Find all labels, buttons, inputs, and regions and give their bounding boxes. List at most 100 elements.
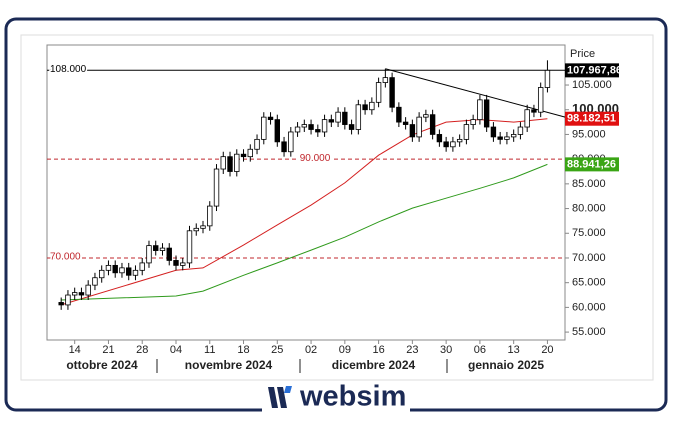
candle-body [146,245,152,264]
candle-body [429,114,436,135]
month-label: ottobre 2024 [66,358,138,372]
candle-body [436,134,443,143]
candle-body [105,264,112,271]
price-tag-label: 107.967,86 [567,64,622,76]
x-tick-label: 28 [136,344,148,356]
price-axis-title: Price [570,48,595,60]
candle-body [483,99,490,128]
candle-body [166,247,172,261]
x-tick-label: 21 [102,344,114,356]
candle-body [348,124,355,130]
candle-body [139,262,145,271]
candle-body [153,245,159,251]
candle-body [537,87,544,113]
candle-body [355,104,362,130]
candle-body [531,109,537,113]
candle-body [186,230,193,264]
candle-body [254,138,260,150]
x-tick-label: 14 [69,344,81,356]
y-tick-label: 75.000 [572,227,606,239]
candle-body [490,126,497,138]
candle-body [213,168,220,207]
logo-icon [268,386,292,408]
level-label: 90.000 [300,153,331,164]
candle-body [193,227,199,232]
candle-body [396,106,402,123]
candle-body [78,292,85,296]
candle-body [220,156,226,170]
candle-body [240,153,247,158]
candle-body [517,126,524,135]
candle-body [477,99,483,121]
candle-body [443,141,449,148]
y-tick-label: 95.000 [572,128,606,140]
candle-body [544,69,551,88]
candle-body [281,141,287,153]
x-tick-label: 25 [271,344,283,356]
candle-body [119,267,125,274]
y-tick-label: 80.000 [572,202,606,214]
candle-body [112,264,118,274]
candle-body [497,136,503,140]
candle-body [416,116,422,138]
candle-body [423,114,429,118]
candle-body [294,126,301,133]
candle-body [382,77,389,83]
candle-body [342,111,348,125]
brand: websim [299,381,406,413]
y-tick-label: 60.000 [572,301,606,313]
plot-area [46,44,566,341]
x-tick-label: 18 [237,344,249,356]
candle-body [450,141,456,148]
candle-body [180,262,186,266]
month-label: gennaio 2025 [468,358,544,372]
y-tick-label: 105.000 [572,79,612,91]
x-tick-label: 02 [305,344,317,356]
candle-body [207,205,213,227]
x-tick-label: 04 [170,344,182,356]
price-tag [565,111,619,126]
candle-body [234,153,240,172]
plot: 55.000 60.000 65.000 70.000 75.000 80.000 85.0… [47,60,622,373]
candle-body [315,129,321,133]
candle-body [132,269,139,276]
level-label: 108.000 [50,64,87,75]
candle-body [308,124,314,130]
candle-body [524,109,530,128]
candle-body [85,284,91,296]
candle-body [247,148,253,158]
candle-body [375,82,382,103]
x-tick-label: 16 [372,344,384,356]
candle-body [267,116,274,121]
x-tick-label: 20 [541,344,553,356]
price-tag-label: 88.941,26 [567,158,616,170]
candle-body [504,136,510,140]
candle-body [369,101,375,111]
candle-body [288,131,294,153]
candle-body [65,294,71,306]
candle-body [71,292,78,296]
candle-body [510,134,517,138]
moving-average [61,163,548,301]
month-label: dicembre 2024 [332,358,416,372]
candle-body [126,267,132,276]
y-tick-label: 70.000 [572,252,606,264]
candle-body [58,302,64,306]
x-tick-label: 09 [339,344,351,356]
candle-body [200,225,206,229]
candle-body [409,124,416,138]
candle-body [261,116,267,140]
candle-body [470,119,476,125]
price-tag [565,157,619,172]
candle-body [321,119,328,133]
candle-body [389,77,395,108]
candle-body [335,111,341,123]
candle-body [99,269,105,279]
x-tick-label: 23 [406,344,418,356]
x-tick-label: 11 [204,344,215,356]
price-tag-label: 98.182,51 [567,113,616,125]
candle-body [362,104,368,111]
price-tag [565,63,619,78]
x-tick-label: 13 [508,344,520,356]
